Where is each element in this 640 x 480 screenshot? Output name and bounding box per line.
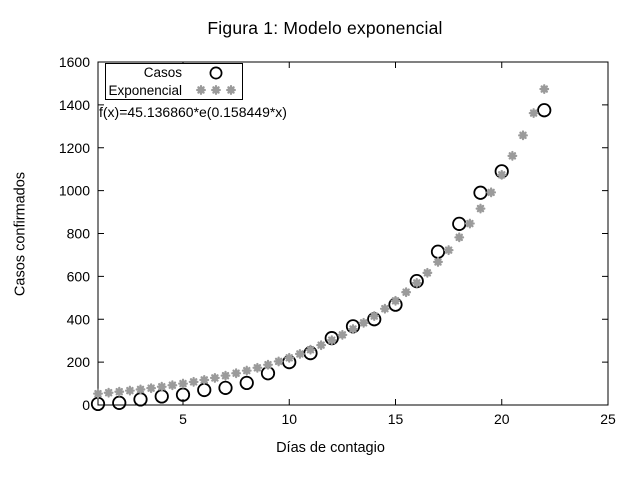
exponencial-point (401, 287, 412, 298)
exponencial-point (411, 277, 422, 288)
exponencial-point (486, 187, 497, 198)
chart-title: Figura 1: Modelo exponencial (207, 18, 443, 38)
asterisk-icon (226, 85, 236, 96)
exponencial-point (114, 386, 125, 397)
y-tick-label: 200 (67, 354, 91, 370)
exponencial-point (348, 324, 358, 335)
y-axis-title: Casos confirmados (12, 171, 29, 297)
y-tick-label: 1400 (59, 97, 90, 113)
legend-box: Casos Exponencial (105, 63, 243, 100)
exponencial-point (379, 303, 390, 314)
casos-point (430, 244, 446, 259)
exponencial-point (358, 317, 369, 328)
casos-point (133, 392, 148, 407)
y-tick-label: 1600 (59, 54, 90, 70)
y-tick-label: 1200 (59, 140, 90, 156)
exponencial-point (337, 329, 348, 340)
exponencial-point (156, 381, 167, 392)
exponencial-point (422, 267, 433, 278)
exponencial-point (528, 108, 539, 119)
exponencial-point (135, 384, 146, 395)
exponencial-point (209, 372, 220, 383)
exponencial-marker-icon (190, 84, 242, 96)
exponencial-point (231, 368, 242, 379)
casos-marker-icon (190, 65, 242, 81)
exponencial-point (220, 370, 231, 381)
x-axis-title: Días de contagio (276, 440, 385, 456)
casos-point (197, 382, 212, 398)
model-equation-label: f(x)=45.136860*e(0.158449*x) (99, 104, 287, 120)
exponencial-point (273, 356, 284, 367)
exponencial-point (178, 378, 188, 389)
asterisk-icon (211, 85, 221, 96)
exponencial-point (326, 335, 337, 346)
exponencial-point (507, 150, 518, 161)
x-tick-label: 10 (281, 411, 297, 427)
exponencial-point (464, 218, 475, 229)
x-tick-label: 25 (600, 411, 616, 427)
casos-point (473, 185, 488, 200)
casos-point (537, 103, 552, 118)
exponencial-point (167, 380, 178, 391)
exponencial-point (263, 359, 273, 370)
exponencial-point (252, 362, 263, 373)
exponencial-point (433, 256, 443, 267)
exponencial-point (443, 245, 454, 256)
exponencial-point (146, 383, 157, 394)
legend-label-casos: Casos (143, 65, 182, 81)
exponencial-point (369, 311, 380, 322)
y-tick-label: 1000 (59, 183, 90, 199)
y-tick-label: 800 (67, 226, 91, 242)
legend-row-exponencial: Exponencial (106, 82, 242, 99)
exponencial-point (316, 340, 327, 351)
exponencial-point (454, 232, 465, 243)
exponencial-point (124, 385, 135, 396)
exponencial-point (93, 388, 103, 399)
x-tick-label: 5 (179, 411, 187, 427)
casos-point (452, 216, 467, 231)
asterisk-icon (196, 85, 206, 96)
exponencial-point (518, 130, 528, 141)
casos-point (218, 380, 233, 395)
exponencial-point (539, 84, 550, 95)
exponencial-point (390, 295, 401, 306)
casos-point (112, 395, 127, 410)
casos-point (239, 375, 254, 391)
casos-point (154, 389, 169, 404)
exponencial-point (305, 344, 316, 355)
legend-row-casos: Casos (106, 64, 242, 81)
legend-label-exponencial: Exponencial (108, 82, 182, 98)
exponencial-point (241, 365, 252, 376)
x-tick-label: 15 (388, 411, 404, 427)
exponencial-point (294, 348, 305, 359)
exponencial-point (188, 376, 199, 387)
exponencial-point (496, 169, 507, 180)
y-tick-label: 0 (82, 397, 90, 413)
x-tick-label: 20 (494, 411, 510, 427)
y-tick-label: 400 (67, 311, 91, 327)
exponencial-point (103, 387, 114, 398)
exponencial-point (284, 352, 295, 363)
exponencial-point (199, 375, 210, 385)
exponencial-point (475, 203, 486, 214)
y-tick-label: 600 (67, 268, 91, 284)
